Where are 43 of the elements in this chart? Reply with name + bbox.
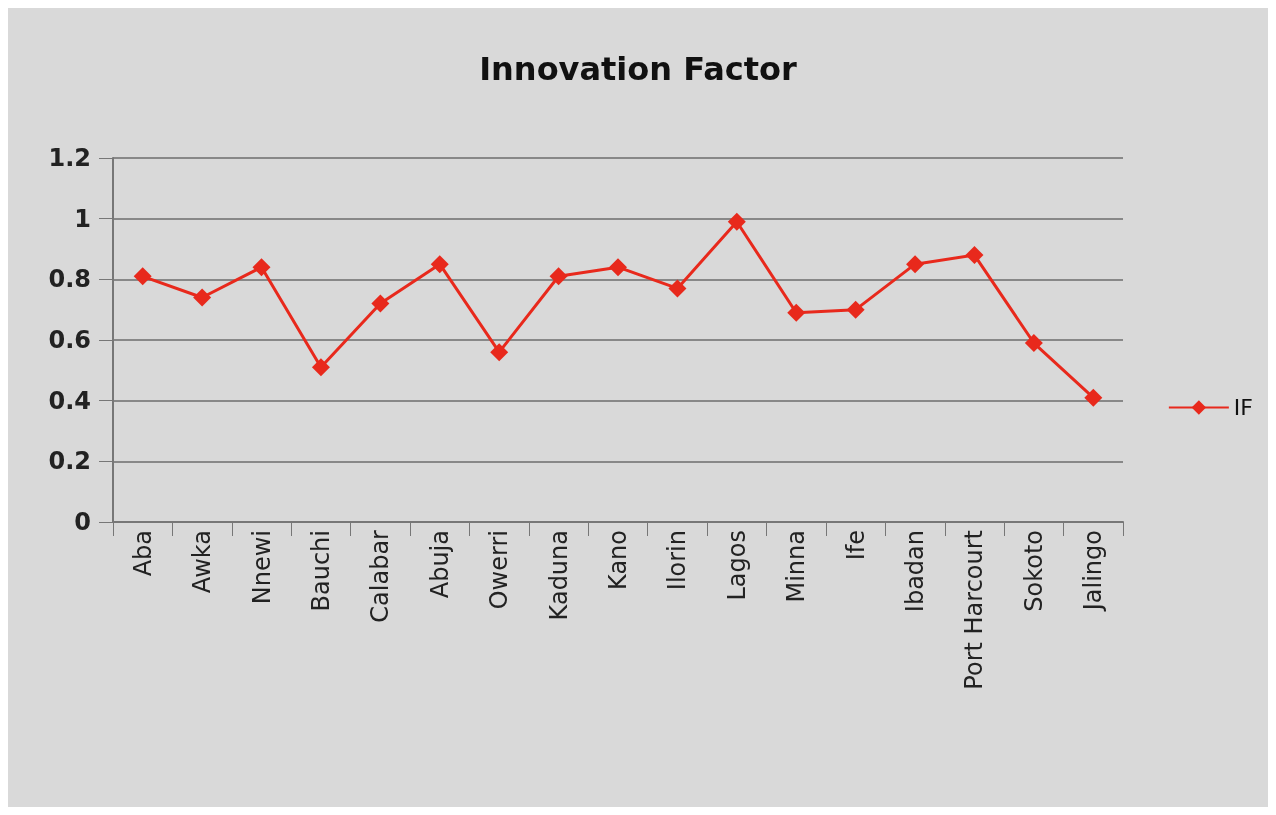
x-tick-label: Sokoto (1019, 530, 1048, 612)
y-tick-label: 0.6 (48, 326, 91, 354)
x-tick-label: Ilorin (663, 530, 692, 591)
point (965, 246, 984, 265)
point (193, 288, 212, 307)
point (1084, 388, 1103, 407)
point (787, 303, 806, 322)
x-tick-label: Awka (188, 530, 217, 594)
point (668, 279, 687, 298)
y-tick-label: 0.8 (48, 265, 91, 294)
point (311, 358, 330, 377)
point (1024, 334, 1043, 353)
point (490, 343, 509, 362)
y-tick-label: 0.4 (48, 386, 91, 415)
x-tick-label: Owerri (485, 530, 514, 610)
x-tick-label: Aba (128, 530, 157, 577)
point (846, 300, 865, 319)
x-tick-label: Lagos (722, 530, 751, 601)
x-tick-label: Abuja (425, 530, 454, 599)
y-tick-label: 1 (74, 204, 91, 233)
y-tick-label: 0 (74, 508, 91, 536)
point (549, 267, 568, 286)
x-tick-label: Port Harcourt (960, 530, 989, 690)
point (906, 255, 925, 274)
x-tick-label: Kano (604, 530, 632, 590)
x-tick-label: Kaduna (544, 530, 573, 621)
legend-label: IF (1233, 395, 1254, 420)
point (371, 294, 390, 313)
x-tick-label: Jalingo (1079, 530, 1108, 613)
x-tick-label: Calabar (366, 529, 395, 623)
point (609, 258, 627, 277)
x-tick-label: Nnewi (247, 530, 276, 605)
x-tick-label: Minna (782, 530, 811, 603)
x-tick-label: Bauchi (306, 530, 335, 612)
y-tick-label: 0.2 (48, 447, 91, 476)
point (252, 258, 271, 277)
y-tick-label: 1.2 (48, 144, 91, 172)
x-tick-label: Ibadan (901, 530, 930, 613)
point (727, 212, 746, 231)
point (133, 267, 152, 286)
x-tick-label: Ife (841, 530, 870, 561)
chart-title: Innovation Factor (479, 50, 798, 88)
point (430, 255, 449, 274)
